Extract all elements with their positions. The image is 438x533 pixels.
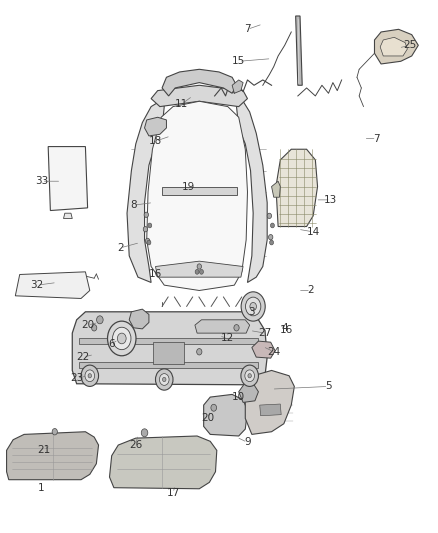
Ellipse shape: [197, 264, 201, 269]
Text: 11: 11: [175, 99, 188, 109]
Ellipse shape: [155, 369, 173, 390]
Polygon shape: [145, 117, 166, 136]
Text: 27: 27: [258, 328, 272, 338]
Ellipse shape: [113, 327, 131, 350]
Text: 10: 10: [232, 392, 245, 402]
Text: 12: 12: [221, 334, 234, 343]
Ellipse shape: [245, 370, 254, 382]
Polygon shape: [129, 309, 149, 329]
Polygon shape: [232, 80, 243, 93]
Ellipse shape: [211, 405, 216, 411]
Text: 18: 18: [149, 136, 162, 146]
Polygon shape: [245, 370, 294, 434]
Ellipse shape: [267, 213, 272, 219]
Text: 4: 4: [281, 323, 288, 333]
Ellipse shape: [241, 365, 258, 386]
Ellipse shape: [248, 374, 251, 378]
Text: 9: 9: [244, 438, 251, 447]
Text: 14: 14: [307, 227, 320, 237]
Ellipse shape: [234, 325, 239, 331]
Text: 24: 24: [267, 347, 280, 357]
Text: 22: 22: [77, 352, 90, 362]
Text: 32: 32: [31, 280, 44, 290]
Polygon shape: [195, 320, 250, 333]
Ellipse shape: [270, 223, 274, 228]
Ellipse shape: [81, 365, 99, 386]
Text: 2: 2: [117, 243, 124, 253]
Ellipse shape: [195, 269, 199, 274]
Ellipse shape: [85, 370, 95, 382]
Ellipse shape: [269, 240, 273, 245]
Text: 25: 25: [403, 41, 416, 50]
Text: 26: 26: [129, 440, 142, 450]
Polygon shape: [79, 362, 258, 368]
Text: 8: 8: [130, 200, 137, 210]
Text: 19: 19: [182, 182, 195, 191]
Polygon shape: [276, 149, 318, 227]
Polygon shape: [7, 432, 99, 480]
Ellipse shape: [147, 240, 151, 245]
Text: 16: 16: [280, 326, 293, 335]
Text: 2: 2: [307, 286, 314, 295]
Polygon shape: [272, 181, 280, 197]
Ellipse shape: [143, 227, 148, 232]
Text: 23: 23: [70, 374, 83, 383]
Text: 17: 17: [166, 488, 180, 498]
Text: 33: 33: [35, 176, 48, 186]
Text: 16: 16: [149, 270, 162, 279]
Text: 5: 5: [325, 382, 332, 391]
Polygon shape: [237, 101, 267, 282]
Polygon shape: [48, 147, 88, 211]
Ellipse shape: [52, 429, 57, 435]
Polygon shape: [260, 404, 281, 416]
Polygon shape: [204, 394, 247, 436]
Text: 1: 1: [38, 483, 45, 492]
Ellipse shape: [162, 377, 166, 382]
Ellipse shape: [108, 321, 136, 356]
Polygon shape: [64, 213, 72, 219]
Polygon shape: [155, 261, 243, 277]
Text: 6: 6: [108, 339, 115, 349]
Ellipse shape: [148, 223, 152, 228]
Text: 15: 15: [232, 56, 245, 66]
Polygon shape: [162, 187, 237, 195]
Text: 21: 21: [37, 446, 50, 455]
Polygon shape: [252, 341, 275, 358]
Ellipse shape: [245, 297, 261, 316]
Ellipse shape: [144, 212, 148, 217]
Text: 13: 13: [324, 195, 337, 205]
Ellipse shape: [241, 292, 265, 321]
Text: 7: 7: [373, 134, 380, 143]
Text: 7: 7: [244, 25, 251, 34]
Ellipse shape: [159, 374, 169, 385]
Polygon shape: [15, 272, 90, 298]
Polygon shape: [147, 101, 247, 290]
Ellipse shape: [92, 325, 97, 331]
Polygon shape: [296, 16, 302, 85]
Ellipse shape: [96, 316, 103, 324]
Polygon shape: [127, 101, 164, 282]
Ellipse shape: [200, 269, 203, 274]
Polygon shape: [151, 85, 247, 107]
Polygon shape: [79, 338, 258, 344]
Text: 3: 3: [248, 307, 255, 317]
Polygon shape: [239, 384, 258, 402]
Polygon shape: [72, 312, 267, 385]
Polygon shape: [110, 436, 217, 489]
Text: 20: 20: [201, 414, 215, 423]
Ellipse shape: [268, 235, 273, 240]
Ellipse shape: [141, 429, 148, 437]
Ellipse shape: [197, 349, 202, 355]
Text: 20: 20: [81, 320, 94, 330]
Polygon shape: [162, 69, 237, 96]
Polygon shape: [153, 342, 184, 364]
Ellipse shape: [145, 238, 150, 244]
Polygon shape: [380, 37, 407, 56]
Polygon shape: [374, 29, 418, 64]
Ellipse shape: [250, 302, 257, 310]
Ellipse shape: [117, 333, 126, 344]
Ellipse shape: [88, 374, 92, 378]
